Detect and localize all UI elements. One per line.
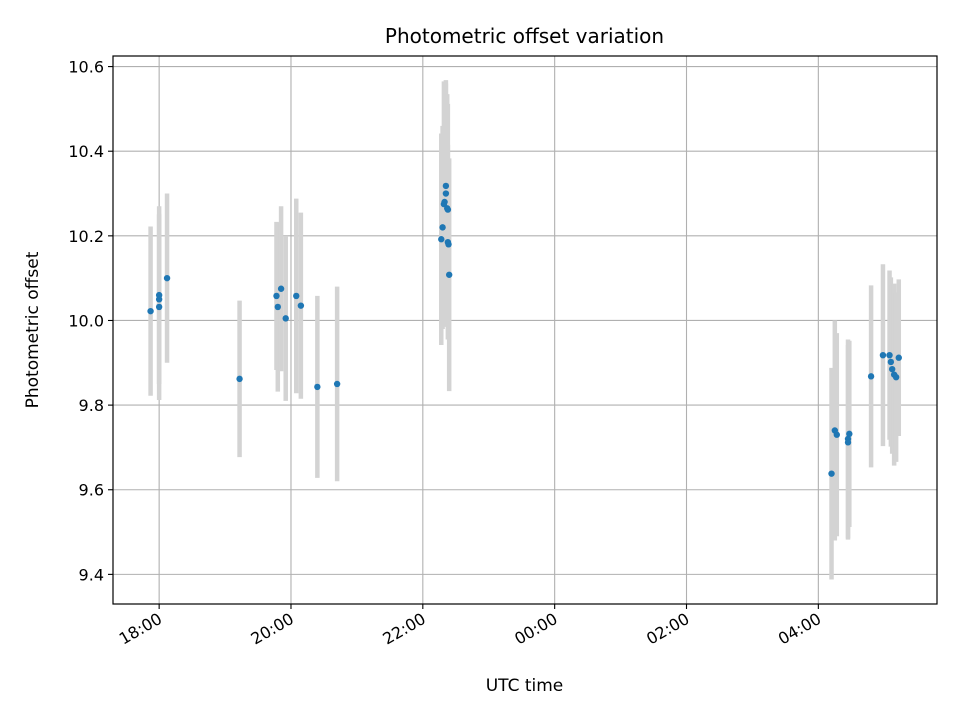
y-tick-label: 10.4 — [68, 142, 104, 161]
data-point — [441, 198, 448, 206]
y-axis-label: Photometric offset — [23, 251, 43, 408]
data-point — [867, 373, 875, 380]
data-point — [333, 380, 341, 388]
data-point — [274, 303, 281, 311]
data-point — [879, 351, 887, 359]
data-point — [236, 375, 243, 383]
data-point — [445, 271, 453, 278]
y-axis-ticks: 9.4 9.6 9.8 10.0 10.2 10.4 10.6 — [68, 58, 113, 584]
y-tick-label: 10.0 — [68, 311, 104, 330]
y-tick-label: 9.4 — [79, 565, 104, 584]
data-point — [892, 373, 900, 381]
x-axis-label: UTC time — [486, 676, 564, 696]
data-point — [282, 315, 289, 322]
data-point — [163, 274, 171, 282]
y-tick-label: 9.8 — [79, 396, 104, 415]
data-point — [273, 292, 280, 300]
chart-title: Photometric offset variation — [385, 24, 664, 48]
data-point — [887, 358, 895, 366]
data-point — [844, 439, 852, 446]
data-point — [828, 470, 835, 477]
data-point — [293, 292, 300, 300]
data-point — [886, 351, 893, 359]
data-point — [314, 383, 321, 391]
data-point — [155, 291, 163, 299]
y-tick-label: 9.6 — [79, 481, 104, 500]
data-point — [442, 190, 450, 197]
data-point — [277, 285, 285, 292]
data-point — [155, 303, 163, 311]
data-point — [888, 365, 896, 373]
data-point — [442, 182, 450, 190]
data-point — [147, 307, 154, 315]
data-point — [439, 224, 446, 231]
data-point — [846, 430, 853, 438]
y-tick-label: 10.2 — [68, 227, 104, 246]
y-tick-label: 10.6 — [68, 58, 104, 77]
data-point — [297, 302, 305, 309]
data-point — [833, 431, 841, 438]
grid-lines — [113, 56, 937, 604]
data-point — [444, 206, 452, 213]
data-point — [445, 241, 452, 248]
data-point — [895, 354, 902, 361]
data-point — [438, 236, 445, 243]
plot-frame — [112, 55, 938, 605]
data-points — [147, 182, 902, 477]
